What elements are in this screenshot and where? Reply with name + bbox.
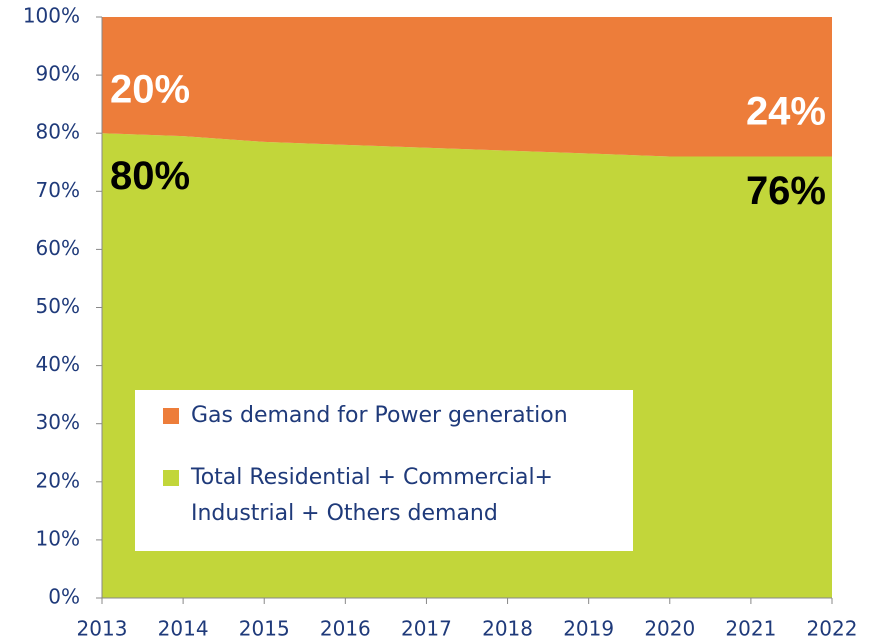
- legend-swatch: [163, 408, 179, 424]
- y-tick-label: 80%: [36, 120, 80, 144]
- x-tick-label: 2020: [644, 617, 695, 641]
- y-tick-label: 0%: [48, 585, 80, 609]
- y-tick-label: 90%: [36, 62, 80, 86]
- x-tick-label: 2021: [725, 617, 776, 641]
- x-tick-label: 2013: [77, 617, 128, 641]
- legend-swatch: [163, 470, 179, 486]
- y-tick-label: 70%: [36, 178, 80, 202]
- legend-entry: Gas demand for Power generation: [163, 398, 613, 434]
- data-label: 76%: [746, 169, 826, 213]
- y-tick-label: 30%: [36, 410, 80, 434]
- x-tick-label: 2019: [563, 617, 614, 641]
- data-label: 20%: [110, 68, 190, 112]
- x-tick-label: 2016: [320, 617, 371, 641]
- legend-label: Total Residential + Commercial+ Industri…: [191, 465, 553, 526]
- legend: Gas demand for Power generation Total Res…: [135, 390, 633, 551]
- y-tick-label: 60%: [36, 236, 80, 260]
- x-tick-label: 2022: [807, 617, 858, 641]
- data-label: 80%: [110, 154, 190, 198]
- y-tick-label: 20%: [36, 468, 80, 492]
- y-tick-label: 40%: [36, 352, 80, 376]
- x-tick-label: 2018: [482, 617, 533, 641]
- x-tick-label: 2015: [239, 617, 290, 641]
- y-tick-label: 50%: [36, 294, 80, 318]
- legend-label: Gas demand for Power generation: [191, 403, 568, 428]
- legend-entry: Total Residential + Commercial+ Industri…: [163, 460, 613, 532]
- x-tick-label: 2014: [158, 617, 209, 641]
- x-tick-label: 2017: [401, 617, 452, 641]
- y-tick-label: 10%: [36, 526, 80, 550]
- area: [102, 17, 832, 157]
- y-tick-label: 100%: [23, 4, 80, 28]
- data-label: 24%: [746, 90, 826, 134]
